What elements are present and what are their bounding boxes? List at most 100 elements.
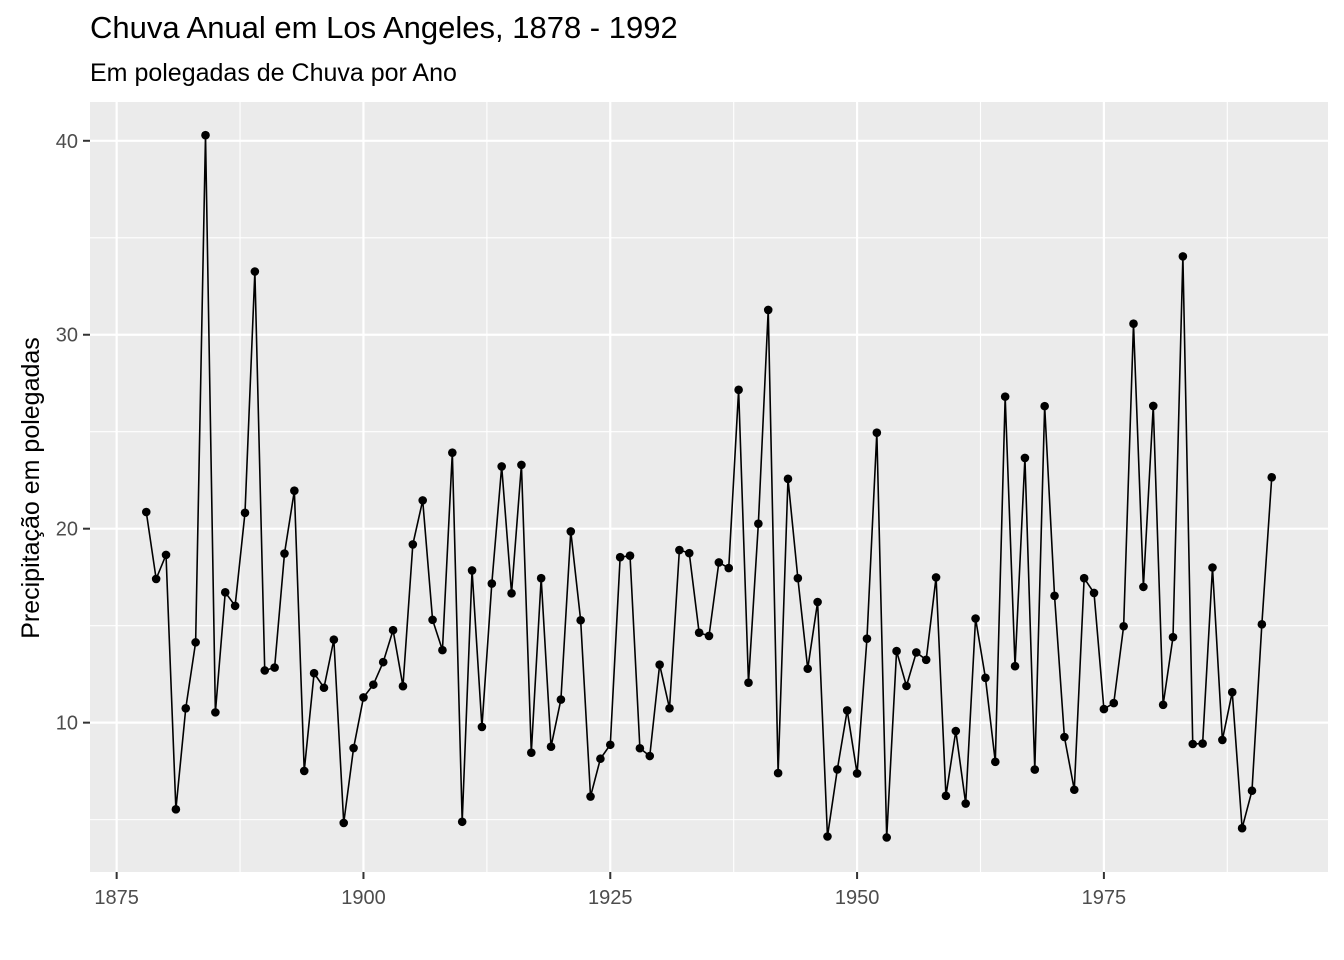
data-point	[931, 573, 941, 582]
data-point	[842, 706, 852, 715]
data-point	[971, 614, 980, 623]
data-point	[428, 615, 437, 625]
y-tick-label: 30	[56, 325, 78, 347]
data-point	[576, 615, 585, 625]
data-point	[1257, 620, 1267, 629]
data-point	[329, 635, 339, 644]
data-point	[309, 668, 319, 678]
x-tick-label: 1975	[1082, 887, 1127, 909]
data-point	[823, 832, 832, 841]
data-point	[803, 664, 813, 674]
data-point	[655, 660, 664, 669]
data-point	[181, 704, 191, 713]
data-point	[596, 754, 605, 764]
data-point	[1089, 588, 1099, 598]
data-point	[1079, 573, 1089, 583]
data-point	[763, 305, 773, 315]
data-point	[1020, 453, 1030, 463]
data-point	[141, 507, 151, 517]
data-point	[369, 680, 378, 689]
data-point	[527, 748, 536, 758]
data-point	[250, 267, 260, 276]
data-point	[408, 540, 418, 549]
data-points	[141, 130, 1277, 842]
data-point	[1119, 621, 1128, 631]
data-point	[1148, 401, 1158, 411]
data-point	[941, 791, 951, 801]
data-point	[892, 646, 901, 656]
data-point	[1188, 739, 1198, 749]
data-point	[388, 625, 398, 635]
data-point	[1208, 563, 1217, 572]
data-point	[280, 549, 289, 558]
data-point	[1218, 735, 1227, 745]
data-point	[1237, 823, 1247, 833]
data-point	[566, 527, 576, 536]
data-point	[1198, 739, 1207, 748]
data-point	[1060, 732, 1069, 742]
data-point	[211, 708, 220, 717]
data-point	[704, 631, 714, 641]
data-point	[240, 508, 250, 518]
data-point	[1227, 687, 1237, 697]
data-point	[645, 751, 655, 761]
data-point	[921, 655, 931, 665]
data-point	[497, 462, 506, 471]
data-point	[586, 792, 595, 801]
data-point	[1040, 401, 1049, 411]
data-point	[477, 722, 487, 732]
x-tick-label: 1900	[341, 887, 386, 909]
data-point	[201, 130, 210, 140]
axes: 1875 1900 1925 1950 1975 10 20 30 40	[56, 131, 1126, 909]
data-point	[615, 552, 625, 562]
data-point	[230, 601, 240, 611]
x-tick-label: 1950	[835, 887, 880, 909]
data-point	[1030, 765, 1040, 774]
data-point	[813, 597, 822, 607]
data-point	[1139, 582, 1148, 592]
y-tick-label: 40	[56, 131, 78, 153]
data-point	[981, 673, 990, 683]
x-tick-label: 1925	[588, 887, 633, 909]
data-point	[339, 818, 349, 828]
data-point	[457, 817, 467, 827]
data-point	[1109, 698, 1119, 708]
data-point	[793, 573, 803, 583]
data-point	[171, 805, 181, 814]
data-point	[1000, 392, 1010, 401]
data-point	[1050, 591, 1059, 601]
data-point	[1069, 785, 1079, 795]
data-point	[398, 681, 408, 691]
data-point	[536, 573, 546, 583]
data-point	[359, 693, 368, 702]
data-point	[783, 474, 793, 484]
data-point	[319, 683, 329, 693]
data-point	[714, 558, 724, 567]
data-point	[220, 588, 230, 597]
y-tick-label: 10	[56, 713, 78, 735]
data-point	[1129, 319, 1138, 328]
data-point	[625, 551, 635, 560]
data-point	[349, 743, 358, 753]
data-point	[684, 548, 694, 558]
data-point	[270, 663, 279, 672]
data-point	[290, 486, 299, 495]
y-tick-label: 20	[56, 519, 78, 541]
data-point	[1168, 632, 1178, 642]
data-point	[191, 638, 200, 647]
data-point	[833, 765, 842, 774]
data-point	[991, 757, 1000, 767]
y-axis-label: Precipitação em polegadas	[17, 337, 45, 639]
data-point	[448, 448, 457, 457]
chart-subtitle: Em polegadas de Chuva por Ano	[90, 59, 457, 87]
chart-title: Chuva Anual em Los Angeles, 1878 - 1992	[90, 10, 678, 45]
data-point	[487, 579, 497, 588]
data-point	[1267, 473, 1277, 482]
data-point	[754, 519, 763, 528]
data-point	[260, 666, 270, 675]
data-point	[665, 704, 674, 713]
data-point	[151, 574, 161, 584]
data-point	[299, 766, 309, 776]
